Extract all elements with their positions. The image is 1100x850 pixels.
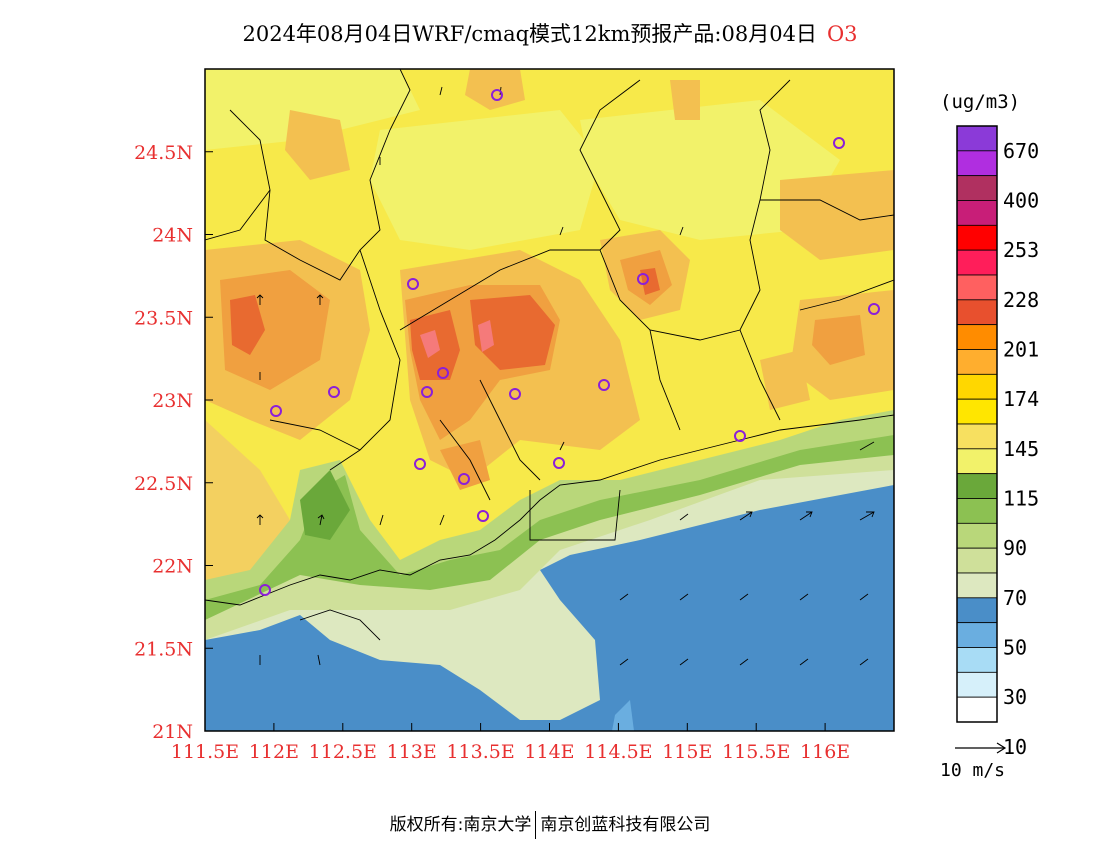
lon-tick-label: 116E — [800, 741, 850, 763]
legend-swatch — [956, 224, 998, 251]
legend-swatch — [956, 522, 998, 549]
lat-tick-label: 21.5N — [134, 638, 193, 660]
legend-unit: (ug/m3) — [940, 91, 1021, 113]
legend-swatch — [956, 150, 998, 177]
lon-tick-label: 115.5E — [722, 741, 790, 763]
wind-reference-arrow — [955, 742, 1007, 754]
legend-swatch — [956, 324, 998, 350]
legend-label: 115 — [1003, 487, 1039, 511]
legend-swatch — [956, 473, 998, 499]
legend-swatch — [956, 423, 998, 450]
lat-tick-label: 22.5N — [134, 473, 193, 495]
copyright-separator — [535, 811, 537, 839]
legend-label: 90 — [1003, 536, 1027, 560]
copyright-org1: 南京大学 — [463, 815, 532, 835]
station-markers — [259, 89, 880, 596]
legend-label: 201 — [1003, 338, 1039, 362]
lon-tick-label: 115E — [662, 741, 712, 763]
legend-swatch — [956, 373, 998, 400]
legend-swatch — [956, 696, 998, 723]
latitude-axis: 24.5N 24N 23.5N 23N 22.5N 22N 21.5N 21N — [134, 142, 193, 743]
title-main: 2024年08月04日WRF/cmaq模式12km预报产品:08月04日 — [242, 22, 817, 46]
wind-arrows — [256, 86, 875, 666]
lon-tick-label: 113E — [387, 741, 437, 763]
legend-label: 670 — [1003, 139, 1039, 163]
legend-label: 10 — [1003, 735, 1027, 759]
title-species: O3 — [826, 22, 858, 46]
legend-swatch — [956, 647, 998, 673]
lon-tick-label: 114.5E — [584, 741, 652, 763]
legend-swatch — [956, 175, 998, 201]
legend-label: 70 — [1003, 586, 1027, 610]
lat-tick-label: 22N — [152, 556, 193, 578]
lat-tick-label: 24.5N — [134, 142, 193, 164]
lon-tick-label: 114E — [524, 741, 574, 763]
map-field — [205, 69, 894, 731]
legend-swatch — [956, 299, 998, 326]
lon-tick-label: 111.5E — [171, 741, 239, 763]
legend-label: 174 — [1003, 387, 1039, 411]
copyright-footer: 版权所有:南京大学 南京创蓝科技有限公司 — [0, 810, 1100, 839]
legend-swatch — [956, 597, 998, 624]
legend-swatch — [956, 671, 998, 698]
legend-swatch — [956, 200, 998, 226]
legend-swatch — [956, 498, 998, 524]
longitude-axis: 111.5E 112E 112.5E 113E 113.5E 114E 114.5E 115E… — [171, 741, 850, 763]
legend-label: 50 — [1003, 636, 1027, 660]
legend-swatch — [956, 448, 998, 475]
chart-title: 2024年08月04日WRF/cmaq模式12km预报产品:08月04日 O3 — [0, 18, 1100, 48]
lat-tick-label: 21N — [152, 721, 193, 743]
lon-tick-label: 112.5E — [309, 741, 377, 763]
copyright-org2: 南京创蓝科技有限公司 — [540, 815, 711, 835]
legend-swatch — [956, 547, 998, 574]
lon-tick-label: 113.5E — [446, 741, 514, 763]
lat-tick-label: 23.5N — [134, 307, 193, 329]
legend-swatch — [956, 249, 998, 276]
lat-tick-label: 24N — [152, 225, 193, 247]
legend-swatch — [956, 349, 998, 375]
legend-swatch — [956, 622, 998, 648]
legend-label: 145 — [1003, 437, 1039, 461]
legend-swatch — [956, 125, 998, 152]
legend-label: 228 — [1003, 288, 1039, 312]
legend-label: 30 — [1003, 685, 1027, 709]
legend-label: 400 — [1003, 189, 1039, 213]
legend-label: 253 — [1003, 238, 1039, 262]
legend-swatch — [956, 398, 998, 425]
copyright-prefix: 版权所有: — [389, 815, 464, 835]
lon-tick-label: 112E — [249, 741, 299, 763]
legend-swatch — [956, 572, 998, 599]
wind-reference-label: 10 m/s — [940, 760, 1006, 781]
legend-swatch — [956, 274, 998, 301]
lat-tick-label: 23N — [152, 390, 193, 412]
